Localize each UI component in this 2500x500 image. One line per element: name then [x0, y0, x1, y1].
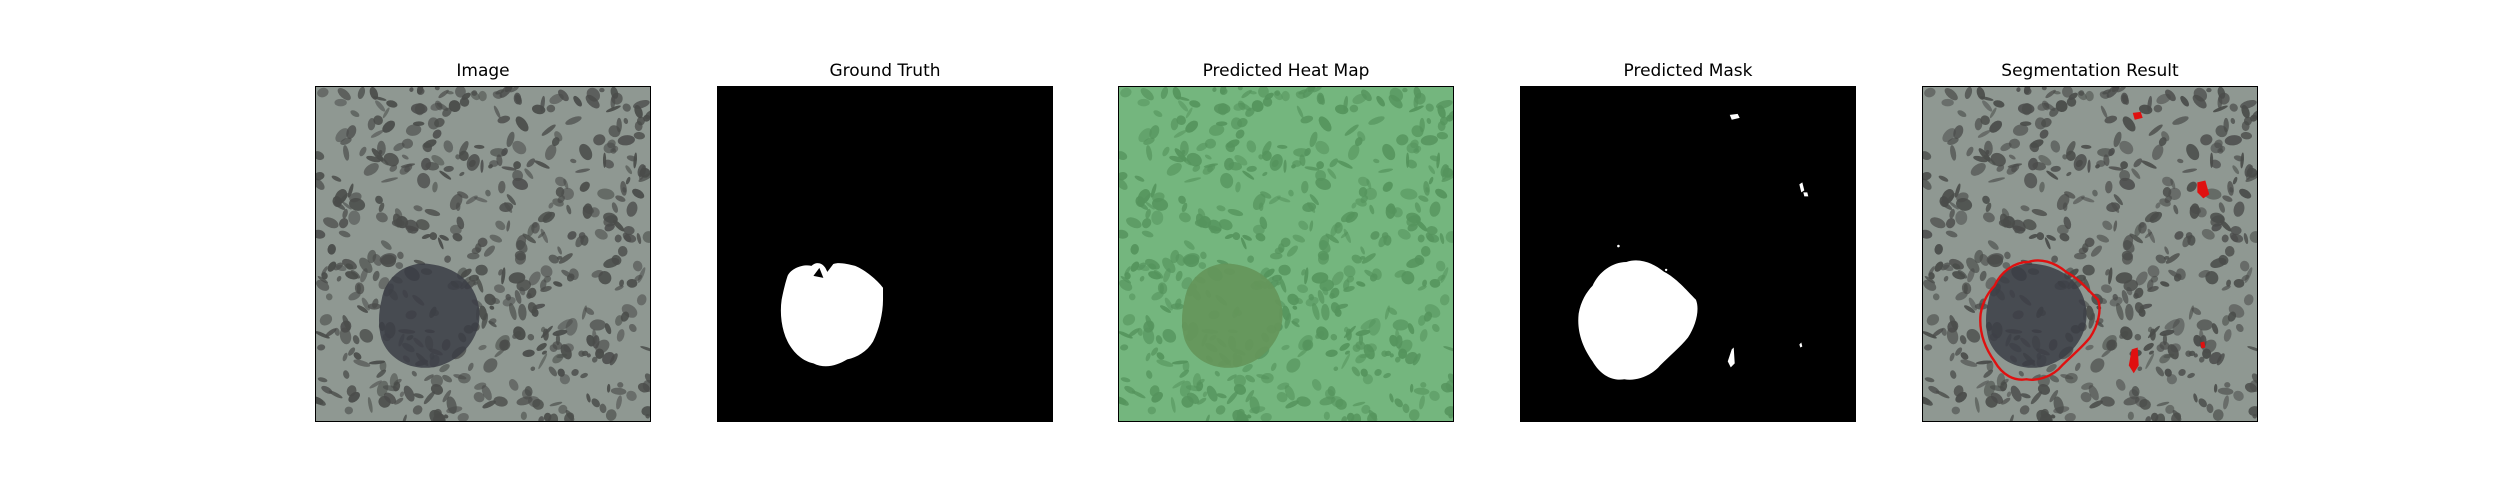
panel-title-segmentation-result: Segmentation Result [2001, 61, 2179, 81]
contour-spot-right [2197, 180, 2210, 199]
panel-title-predicted-mask: Predicted Mask [1623, 61, 1753, 81]
contour-spot-low-right [2200, 341, 2206, 349]
predicted-mask-frame [1520, 86, 1856, 422]
contour-spot-top [2132, 111, 2143, 120]
panel-predicted-mask: Predicted Mask [1520, 58, 1856, 426]
panel-ground-truth: Ground Truth [717, 58, 1053, 426]
contour-main [1979, 259, 2101, 381]
panel-predicted-heat-map: Predicted Heat Map [1118, 58, 1454, 426]
image-frame [315, 86, 651, 422]
spot-low-a [1727, 347, 1735, 368]
panel-segmentation-result: Segmentation Result [1922, 58, 2258, 426]
spot-right-a [1799, 182, 1805, 193]
panel-title-ground-truth: Ground Truth [829, 61, 941, 81]
heat-hotspot [1181, 263, 1283, 368]
texture-blobs-seg [1923, 87, 2257, 421]
defect-region [378, 263, 480, 368]
heat-map-frame [1118, 86, 1454, 422]
contour-spot-low [2128, 347, 2139, 374]
panel-title-image: Image [456, 61, 510, 81]
panel-title-predicted-heat-map: Predicted Heat Map [1202, 61, 1370, 81]
predicted-region [1578, 260, 1698, 380]
ground-truth-frame [717, 86, 1053, 422]
segmentation-image [1923, 87, 2257, 421]
segmentation-contours [1979, 111, 2210, 381]
spot-right-b [1803, 192, 1809, 197]
panel-image: Image [315, 58, 651, 426]
ground-truth-mask [718, 87, 1052, 421]
spot-top [1729, 113, 1740, 120]
ground-truth-region [780, 263, 884, 367]
heat-map-image [1119, 87, 1453, 421]
heat-overlay [1119, 87, 1453, 421]
texture-blobs [316, 87, 650, 421]
source-image [316, 87, 650, 421]
predicted-mask [1521, 87, 1855, 421]
spot-low-b [1799, 342, 1803, 348]
segmentation-frame [1922, 86, 2258, 422]
